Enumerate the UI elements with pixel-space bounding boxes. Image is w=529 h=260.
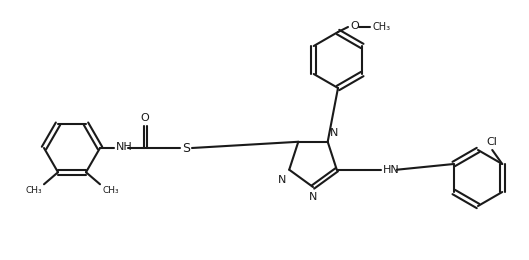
Text: S: S [182, 141, 190, 154]
Text: N: N [278, 175, 286, 185]
Text: HN: HN [383, 165, 399, 175]
Text: CH₃: CH₃ [102, 186, 118, 195]
Text: O: O [350, 21, 359, 31]
Text: CH₃: CH₃ [25, 186, 42, 195]
Text: N: N [330, 128, 338, 138]
Text: Cl: Cl [487, 137, 498, 147]
Text: NH: NH [116, 142, 133, 152]
Text: CH₃: CH₃ [372, 22, 390, 32]
Text: O: O [141, 113, 149, 123]
Text: N: N [309, 192, 317, 202]
